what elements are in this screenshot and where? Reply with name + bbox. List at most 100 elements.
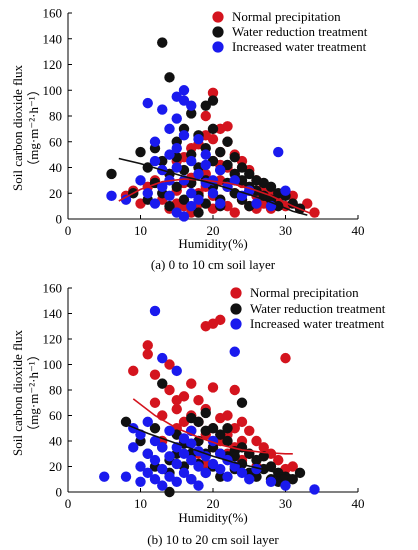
point-reduction-a xyxy=(178,194,190,205)
point-normal-b xyxy=(236,416,248,428)
point-normal-b xyxy=(171,395,182,406)
x-tick-label-b: 30 xyxy=(279,496,292,511)
point-increased-a xyxy=(120,194,132,205)
point-increased-b xyxy=(149,474,161,485)
point-increased-a xyxy=(215,198,226,209)
point-normal-b xyxy=(142,349,153,360)
point-normal-b xyxy=(215,314,226,326)
y-tick-label-a: 100 xyxy=(43,83,63,98)
y-axis-title-line1-a: Soil carbon dioxide flux xyxy=(10,65,25,192)
point-increased-b xyxy=(200,467,211,479)
axes-a: 0 20 40 60 80 100 120 140 160 0 10 20 30 40 xyxy=(43,6,365,239)
data-points-a xyxy=(106,37,320,222)
legend-label-normal-a: Normal precipitation xyxy=(232,9,341,24)
y-tick-label-b: 0 xyxy=(56,485,63,500)
point-increased-b xyxy=(128,442,139,453)
y-tick-label-b: 140 xyxy=(43,306,63,321)
point-increased-a xyxy=(193,168,204,180)
point-increased-a xyxy=(157,181,168,193)
x-tick-label-a: 10 xyxy=(134,223,147,238)
point-increased-a xyxy=(200,149,211,160)
y-axis-title-line1-b: Soil carbon dioxide flux xyxy=(10,330,25,457)
legend-item-reduction-b: Water reduction treatment xyxy=(230,301,386,316)
axes-b: 0 20 40 60 80 100 120 140 160 0 10 20 30 40 xyxy=(43,281,365,512)
legend-marker-normal-b xyxy=(230,287,242,299)
point-increased-b xyxy=(222,471,233,482)
caption-b: (b) 10 to 20 cm soil layer xyxy=(147,532,279,547)
point-normal-a xyxy=(229,207,240,218)
point-increased-a xyxy=(186,155,197,167)
point-reduction-b xyxy=(222,435,233,447)
point-normal-a xyxy=(200,110,211,122)
point-reduction-a xyxy=(236,175,248,186)
point-increased-a xyxy=(149,155,161,167)
point-increased-a xyxy=(106,190,117,202)
x-tick-label-a: 20 xyxy=(207,223,220,238)
point-reduction-a xyxy=(207,95,219,106)
point-increased-b xyxy=(280,480,291,491)
y-axis-title-line2-a: （mg·m⁻²·h⁻¹） xyxy=(26,83,41,172)
trend-line-reduction-b xyxy=(125,423,301,478)
y-tick-label-b: 20 xyxy=(49,459,62,474)
x-tick-label-b: 0 xyxy=(65,496,72,511)
point-increased-b xyxy=(193,461,204,472)
point-increased-b xyxy=(229,346,240,357)
point-reduction-b xyxy=(236,397,248,408)
point-increased-a xyxy=(149,198,161,209)
legend-marker-reduction-b xyxy=(230,303,242,315)
legend-item-normal-a: Normal precipitation xyxy=(212,9,341,24)
legend-label-increased-a: Increased water treatment xyxy=(232,39,367,54)
legend-marker-normal-a xyxy=(212,11,224,23)
point-reduction-b xyxy=(149,423,161,434)
point-normal-a xyxy=(302,198,313,209)
y-tick-label-a: 140 xyxy=(43,31,63,46)
point-reduction-b xyxy=(200,407,211,419)
point-increased-a xyxy=(178,211,190,222)
point-increased-b xyxy=(171,365,182,377)
point-increased-a xyxy=(164,123,175,135)
point-normal-b xyxy=(186,378,197,389)
point-normal-a xyxy=(222,121,233,132)
point-increased-a xyxy=(251,198,262,209)
point-increased-a xyxy=(142,188,153,199)
point-reduction-a xyxy=(200,100,211,111)
point-increased-b xyxy=(135,461,146,472)
point-reduction-a xyxy=(171,181,182,193)
point-increased-b xyxy=(135,476,146,487)
point-reduction-a xyxy=(135,146,146,158)
point-increased-b xyxy=(157,352,168,364)
point-increased-a xyxy=(280,185,291,196)
trend-line-normal-b xyxy=(132,398,293,455)
point-reduction-b xyxy=(222,423,233,434)
y-tick-label-b: 100 xyxy=(43,357,63,372)
point-increased-a xyxy=(178,95,190,106)
point-increased-a xyxy=(164,149,175,160)
x-tick-label-b: 10 xyxy=(134,496,147,511)
point-normal-b xyxy=(273,454,284,466)
trend-line-reduction-a xyxy=(118,157,308,216)
point-increased-b xyxy=(309,484,320,495)
legend-marker-increased-b xyxy=(230,318,242,330)
legend-marker-increased-a xyxy=(212,41,224,53)
point-normal-b xyxy=(244,425,255,436)
point-normal-a xyxy=(287,190,298,202)
y-tick-label-b: 60 xyxy=(49,408,62,423)
point-increased-a xyxy=(193,133,204,145)
legend-item-normal-b: Normal precipitation xyxy=(230,285,359,300)
point-increased-b xyxy=(186,474,197,485)
point-increased-b xyxy=(186,438,197,449)
trend-line-normal-a xyxy=(118,178,319,218)
point-increased-b xyxy=(99,471,110,482)
point-reduction-a xyxy=(164,72,175,83)
point-increased-a xyxy=(149,136,161,147)
point-reduction-b xyxy=(164,486,175,498)
point-increased-b xyxy=(207,458,219,470)
legend-label-normal-b: Normal precipitation xyxy=(250,285,359,300)
point-increased-b xyxy=(265,476,277,487)
point-increased-b xyxy=(164,425,175,436)
point-normal-b xyxy=(280,352,291,364)
point-reduction-a xyxy=(287,198,298,209)
point-reduction-a xyxy=(207,123,219,135)
point-increased-a xyxy=(178,130,190,141)
